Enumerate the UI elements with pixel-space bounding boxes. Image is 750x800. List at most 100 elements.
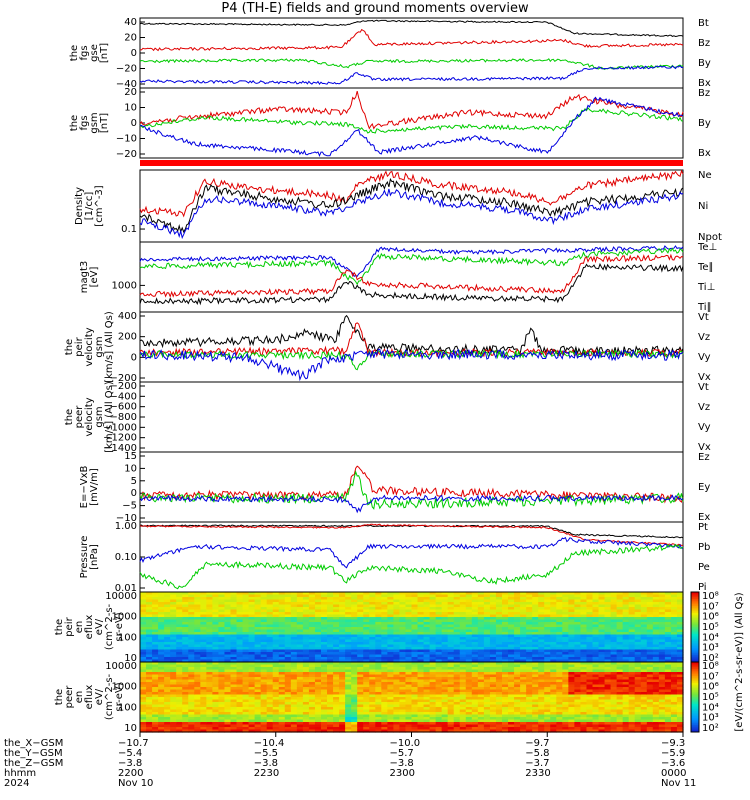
x-tick-label: −5.9 — [661, 748, 685, 759]
x-axis-row-label: the_Y−GSM — [4, 748, 63, 759]
y-tick-label: 10 — [124, 463, 137, 474]
series-line-pe — [139, 536, 684, 569]
legend-item: Te∥ — [697, 262, 714, 273]
series-line-te-par — [139, 262, 684, 306]
legend-item: Ti∥ — [697, 302, 712, 313]
y-tick-label: 400 — [118, 311, 137, 322]
y-tick-label: 0 — [131, 352, 137, 363]
y-tick-label: −20 — [116, 149, 137, 160]
legend-item: Ex — [698, 512, 710, 523]
y-axis-label: [mV/m] — [89, 468, 100, 506]
y-tick-label: −800 — [110, 412, 137, 423]
panel-frame — [139, 17, 684, 89]
y-tick-label: 10000 — [105, 591, 137, 602]
y-axis-label: peir — [74, 336, 85, 356]
legend-item: Vy — [698, 422, 711, 433]
series-line-te-perp — [139, 245, 684, 278]
y-axis-label: gsm — [94, 336, 105, 357]
series-line-vy — [139, 348, 684, 371]
legend-item: Vz — [698, 402, 710, 413]
colorbar-tick-label: 10⁷ — [702, 671, 719, 682]
legend-item: Vx — [698, 372, 711, 383]
colorbar-tick-label: 10⁵ — [702, 622, 719, 633]
legend-item: Bz — [698, 38, 710, 49]
legend-item: Npot — [698, 232, 722, 243]
y-axis-label: fgs — [79, 115, 90, 130]
legend-item: Vy — [698, 352, 711, 363]
y-axis-label: (cm^2-s- — [104, 603, 115, 650]
legend-item: Ni — [698, 201, 708, 212]
y-tick-label: −1000 — [103, 422, 137, 433]
legend-item: Pe — [698, 562, 710, 573]
legend-item: Pi — [698, 582, 707, 593]
colorbar-tick-label: 10³ — [702, 643, 719, 654]
series-line-ez — [139, 465, 684, 504]
series-line-by — [139, 107, 684, 134]
y-axis-label: eflux — [84, 685, 95, 710]
y-tick-label: −40 — [116, 79, 137, 90]
y-tick-label: −5 — [122, 501, 137, 512]
x-tick-label: −9.7 — [525, 738, 549, 749]
y-tick-label: 1000 — [112, 682, 137, 693]
y-axis-label: the — [54, 619, 65, 635]
series-line-ne — [139, 169, 684, 218]
x-tick-label: −5.5 — [254, 748, 278, 759]
panel-frame — [139, 521, 684, 593]
colorbar-tick-label: 10³ — [702, 713, 719, 724]
y-tick-label: 200 — [118, 332, 137, 343]
y-axis-label: [nPa] — [89, 544, 100, 570]
x-tick-label: 2230 — [254, 768, 279, 779]
series-line-bz — [139, 90, 684, 130]
colorbar — [690, 591, 700, 663]
legend-item: Ti⊥ — [697, 282, 715, 293]
x-tick-label: −9.3 — [661, 738, 685, 749]
legend-item: Te⊥ — [697, 242, 717, 253]
y-axis-label: velocity — [84, 397, 95, 436]
y-tick-label: 40 — [124, 17, 137, 28]
series-line-bx — [139, 65, 684, 85]
y-axis-label: the — [69, 115, 80, 131]
legend-item: Vx — [698, 442, 711, 453]
series-line-vx — [139, 348, 684, 382]
legend-item: Vt — [698, 312, 709, 323]
legend-item: By — [698, 58, 711, 69]
series-line-bx — [139, 96, 684, 158]
x-tick-label: −5.4 — [118, 748, 142, 759]
series-line-vz — [139, 322, 684, 358]
series-line-pb — [139, 523, 684, 546]
legend-item: Bx — [698, 148, 711, 159]
colorbar-tick-label: 10⁴ — [702, 632, 719, 643]
y-tick-label: −20 — [116, 64, 137, 75]
y-axis-label: peer — [74, 405, 85, 429]
x-tick-label: −3.6 — [661, 758, 685, 769]
x-tick-label: −5.7 — [390, 748, 414, 759]
y-tick-label: 10 — [124, 103, 137, 114]
y-tick-label: −10 — [116, 513, 137, 524]
x-axis-row-label: the_X−GSM — [4, 738, 63, 749]
chart-title: P4 (TH-E) fields and ground moments over… — [221, 1, 529, 16]
y-axis-label: magt3 — [79, 261, 90, 294]
panel-frame — [139, 451, 684, 523]
colorbar-tick-label: 10⁶ — [702, 612, 719, 623]
x-tick-label: Nov 10 — [118, 778, 153, 789]
y-tick-label: 0.10 — [115, 552, 137, 563]
y-axis-label: Pressure — [79, 536, 90, 579]
series-line-vt — [139, 314, 684, 357]
y-axis-label: gsm — [89, 112, 100, 133]
y-tick-label: −200 — [110, 373, 137, 384]
y-tick-label: 5 — [131, 476, 137, 487]
y-axis-label: the — [64, 339, 75, 355]
legend-item: Pt — [698, 522, 708, 533]
y-axis-label: peir — [64, 616, 75, 636]
series-line-ex — [139, 493, 684, 514]
y-axis-label: eV/ — [94, 618, 105, 635]
y-tick-label: 1000 — [112, 612, 137, 623]
legend-item: Bx — [698, 78, 711, 89]
series-line-pi — [139, 543, 684, 590]
series-line-bz — [139, 28, 684, 52]
x-axis-row-label: 2024 — [4, 778, 29, 789]
x-tick-label: −3.8 — [390, 758, 414, 769]
y-tick-label: 100 — [118, 702, 137, 713]
y-tick-label: 0 — [131, 488, 137, 499]
